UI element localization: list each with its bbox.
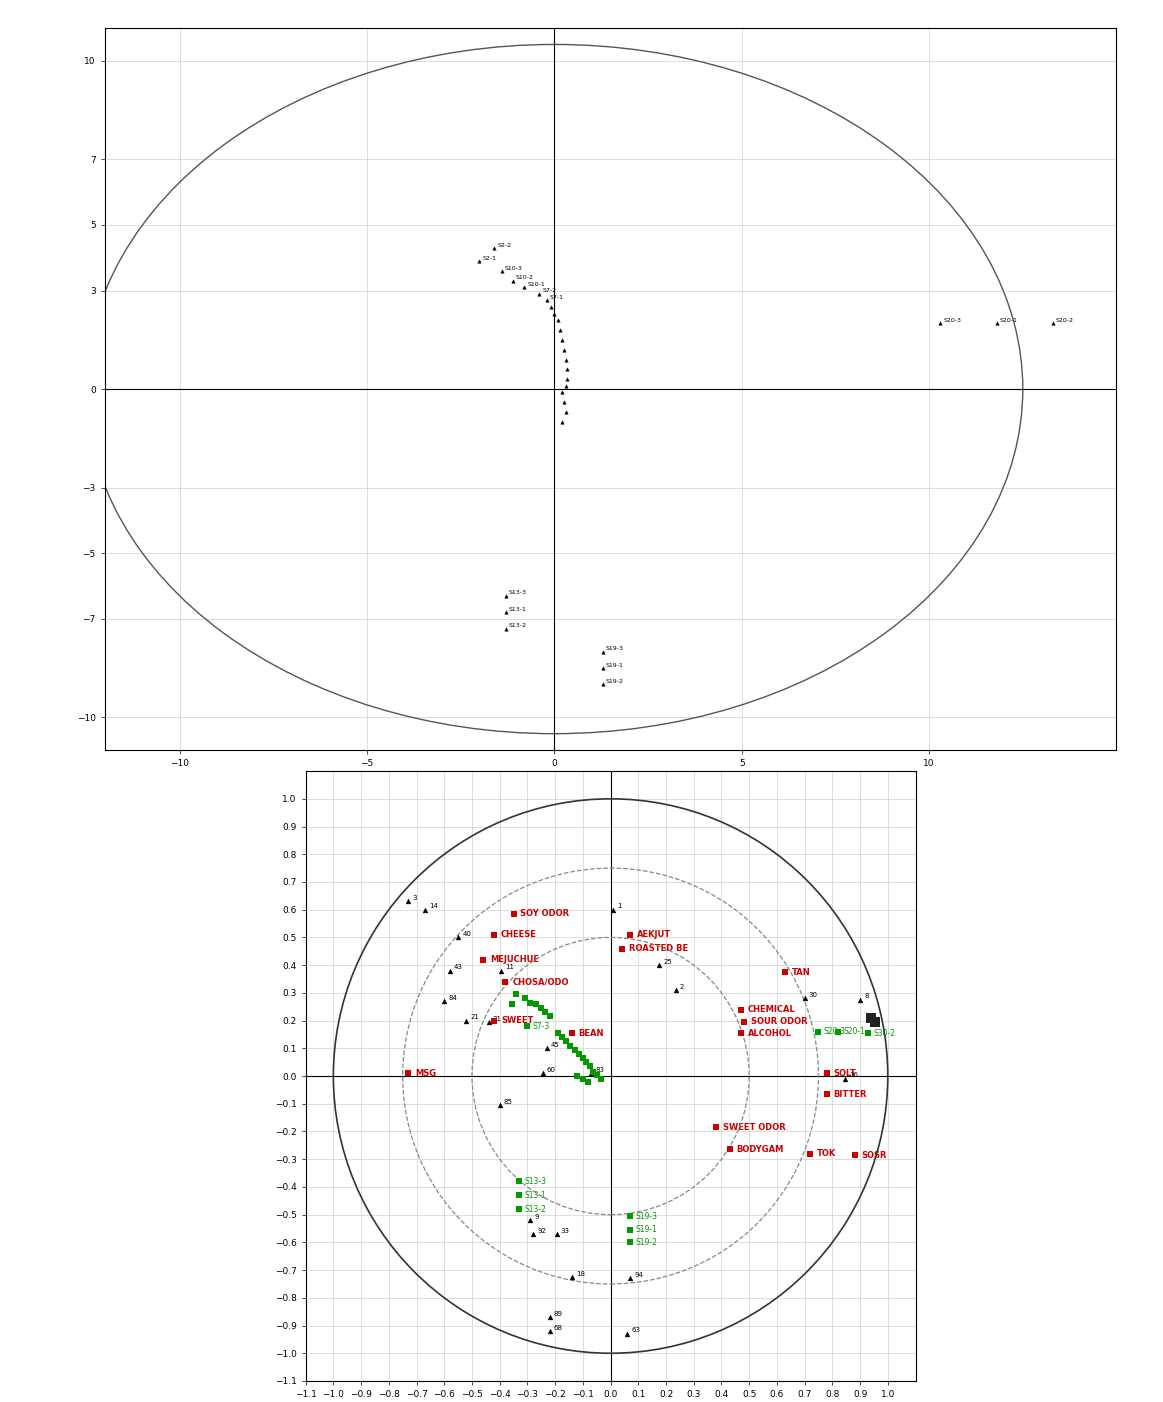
Text: 83: 83 bbox=[595, 1067, 605, 1073]
Text: 9: 9 bbox=[534, 1214, 538, 1220]
Text: S20-3: S20-3 bbox=[823, 1028, 846, 1036]
Text: ROASTED BE: ROASTED BE bbox=[629, 944, 687, 953]
Text: SWEET ODOR: SWEET ODOR bbox=[723, 1123, 786, 1131]
Text: 92: 92 bbox=[537, 1228, 545, 1234]
Text: CHEMICAL: CHEMICAL bbox=[748, 1005, 795, 1014]
Text: 45: 45 bbox=[551, 1042, 559, 1047]
Text: 8: 8 bbox=[864, 994, 869, 1000]
Text: 2: 2 bbox=[680, 984, 684, 990]
Text: BEAN: BEAN bbox=[579, 1029, 605, 1037]
Text: 25: 25 bbox=[663, 959, 672, 965]
Text: CHOSA/ODO: CHOSA/ODO bbox=[512, 977, 569, 986]
Text: S7-1: S7-1 bbox=[550, 294, 564, 300]
Text: 85: 85 bbox=[504, 1099, 513, 1105]
Text: S19-2: S19-2 bbox=[606, 679, 623, 684]
Text: S20-1: S20-1 bbox=[999, 318, 1018, 322]
Text: S13-3: S13-3 bbox=[525, 1176, 547, 1186]
Text: S10-1: S10-1 bbox=[527, 282, 545, 287]
Text: S13-2: S13-2 bbox=[525, 1204, 547, 1214]
Text: AEKJUT: AEKJUT bbox=[637, 930, 671, 939]
Text: S2-1: S2-1 bbox=[483, 255, 497, 261]
Text: SOUR ODOR: SOUR ODOR bbox=[750, 1018, 807, 1026]
Text: S10-2: S10-2 bbox=[516, 275, 534, 280]
Text: S10-3: S10-3 bbox=[505, 265, 522, 271]
Text: S19-1: S19-1 bbox=[635, 1225, 657, 1234]
Text: S19-1: S19-1 bbox=[606, 663, 623, 667]
Text: 94: 94 bbox=[634, 1272, 643, 1279]
Text: 3: 3 bbox=[413, 894, 416, 901]
Text: S7-2: S7-2 bbox=[542, 289, 556, 293]
Text: 84: 84 bbox=[449, 995, 457, 1001]
Text: 21: 21 bbox=[471, 1014, 479, 1021]
Text: 14: 14 bbox=[429, 903, 438, 910]
Text: S13-3: S13-3 bbox=[508, 590, 527, 596]
Text: S7-3: S7-3 bbox=[533, 1022, 550, 1030]
Text: BITTER: BITTER bbox=[834, 1089, 868, 1099]
Text: 31: 31 bbox=[493, 1015, 501, 1022]
Text: S13-2: S13-2 bbox=[508, 624, 527, 628]
Text: S19-3: S19-3 bbox=[606, 646, 623, 651]
Text: CHEESE: CHEESE bbox=[501, 930, 537, 939]
Text: S13-1: S13-1 bbox=[508, 607, 527, 611]
Text: S19-3: S19-3 bbox=[635, 1211, 657, 1221]
Text: S13-1: S13-1 bbox=[525, 1190, 547, 1200]
Text: 30: 30 bbox=[808, 993, 818, 998]
Text: ALCOHOL: ALCOHOL bbox=[748, 1029, 792, 1037]
Text: BODYGAM: BODYGAM bbox=[736, 1145, 784, 1154]
Text: 43: 43 bbox=[454, 965, 463, 970]
Text: S20-2: S20-2 bbox=[1056, 318, 1073, 322]
Text: SOLT: SOLT bbox=[834, 1068, 856, 1078]
Text: 68: 68 bbox=[554, 1325, 563, 1330]
Text: S20-3: S20-3 bbox=[943, 318, 961, 322]
Text: 89: 89 bbox=[554, 1311, 563, 1316]
X-axis label: R2X[1] = 0.277997    R2X[2] = 0.103076    Ellipse: Hotelling T2 (0.95): R2X[1] = 0.277997 R2X[2] = 0.103076 Elli… bbox=[464, 774, 757, 782]
Text: S20-1: S20-1 bbox=[843, 1028, 865, 1036]
Text: 11: 11 bbox=[505, 965, 514, 970]
Text: 40: 40 bbox=[462, 931, 471, 937]
Text: MSG: MSG bbox=[415, 1068, 436, 1078]
Text: S2-2: S2-2 bbox=[497, 243, 512, 248]
Text: 63: 63 bbox=[632, 1328, 641, 1333]
Text: 60: 60 bbox=[547, 1067, 556, 1073]
Text: SOSR: SOSR bbox=[862, 1151, 887, 1159]
Text: 36: 36 bbox=[849, 1073, 858, 1078]
Text: S19-2: S19-2 bbox=[635, 1238, 657, 1246]
Text: TOK: TOK bbox=[818, 1150, 836, 1158]
Text: SWEET: SWEET bbox=[501, 1016, 534, 1025]
Text: 33: 33 bbox=[561, 1228, 570, 1234]
Text: MEJUCHUE: MEJUCHUE bbox=[490, 955, 538, 965]
Text: SOY ODOR: SOY ODOR bbox=[521, 910, 570, 918]
Text: S30-2: S30-2 bbox=[873, 1029, 896, 1037]
Text: 18: 18 bbox=[576, 1270, 585, 1277]
Text: TAN: TAN bbox=[792, 967, 811, 977]
Text: 1: 1 bbox=[618, 903, 622, 910]
